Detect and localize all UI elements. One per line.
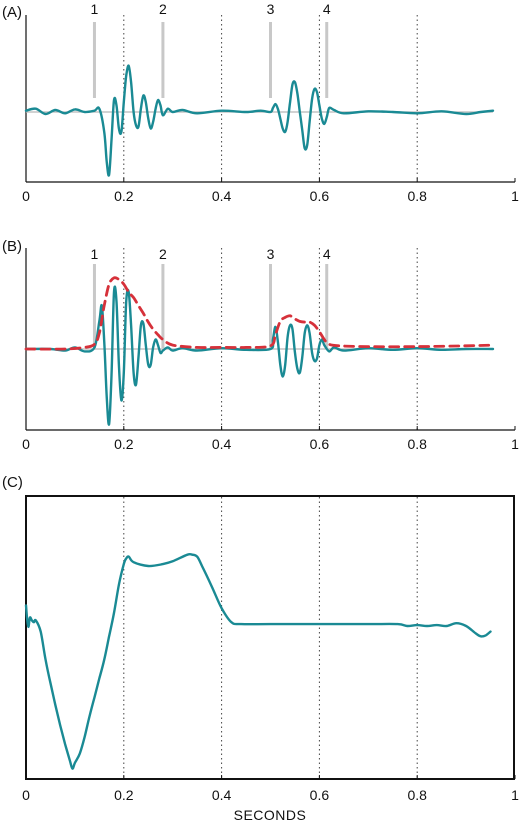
x-tick-label: 0.6 xyxy=(310,188,330,204)
signal-line xyxy=(24,64,495,177)
x-tick-label: 0.8 xyxy=(407,188,427,204)
x-tick-label: 0.8 xyxy=(407,436,427,452)
x-tick-label: 1 xyxy=(511,787,519,803)
event-marker-label-2: 2 xyxy=(159,246,167,262)
panel-c-ticks: 0 0.2 0.4 0.6 0.8 1 xyxy=(22,775,519,803)
event-marker-label-3: 3 xyxy=(267,246,275,262)
x-tick-label: 1 xyxy=(511,188,519,204)
event-marker-label-4: 4 xyxy=(323,1,331,17)
x-tick-label: 0.2 xyxy=(114,188,134,204)
panel-c-series xyxy=(24,552,492,770)
x-tick-label: 0 xyxy=(22,436,30,452)
signal-line xyxy=(24,285,495,426)
panel-a-label: (A) xyxy=(2,4,22,21)
event-marker-label-3: 3 xyxy=(267,1,275,17)
panel-b-label: (B) xyxy=(2,238,22,255)
event-marker-label-2: 2 xyxy=(159,1,167,17)
panel-c-frame xyxy=(25,495,515,780)
x-tick-label: 0.6 xyxy=(310,787,330,803)
panel-a-markers: 1 2 3 4 xyxy=(91,1,331,98)
x-tick-label: 0 xyxy=(22,787,30,803)
x-tick-label: 0.2 xyxy=(114,787,134,803)
x-tick-label: 0.4 xyxy=(212,188,232,204)
panel-c-grid xyxy=(123,497,418,778)
panel-b-ticks: 0 0.2 0.4 0.6 0.8 1 xyxy=(22,426,519,452)
x-tick-label: 0 xyxy=(22,188,30,204)
event-marker-label-1: 1 xyxy=(91,246,99,262)
event-marker-label-4: 4 xyxy=(323,246,331,262)
x-tick-label: 0.4 xyxy=(212,787,232,803)
x-tick-label: 0.6 xyxy=(310,436,330,452)
x-tick-label: 0.4 xyxy=(212,436,232,452)
x-tick-label: 0.8 xyxy=(407,787,427,803)
panel-c-x-axis-label: SECONDS xyxy=(234,807,307,823)
envelope-line xyxy=(24,276,495,351)
panel-c-label: (C) xyxy=(2,474,23,491)
panel-b-series xyxy=(24,276,495,426)
x-tick-label: 1 xyxy=(511,436,519,452)
panel-a: (A) 1 2 3 4 0 0.2 0.4 0.6 0.8 1 xyxy=(2,1,519,204)
panel-b: (B) 1 2 3 4 0 0.2 0.4 0.6 0.8 1 xyxy=(2,238,519,452)
panel-a-series xyxy=(24,64,495,177)
signal-line xyxy=(24,552,492,770)
panel-c: (C) 0 0.2 0.4 0.6 0.8 1 SECONDS xyxy=(2,474,519,823)
x-tick-label: 0.2 xyxy=(114,436,134,452)
event-marker-label-1: 1 xyxy=(91,1,99,17)
panel-b-markers: 1 2 3 4 xyxy=(91,246,331,348)
panel-a-grid xyxy=(123,15,418,182)
panel-a-ticks: 0 0.2 0.4 0.6 0.8 1 xyxy=(22,178,519,204)
